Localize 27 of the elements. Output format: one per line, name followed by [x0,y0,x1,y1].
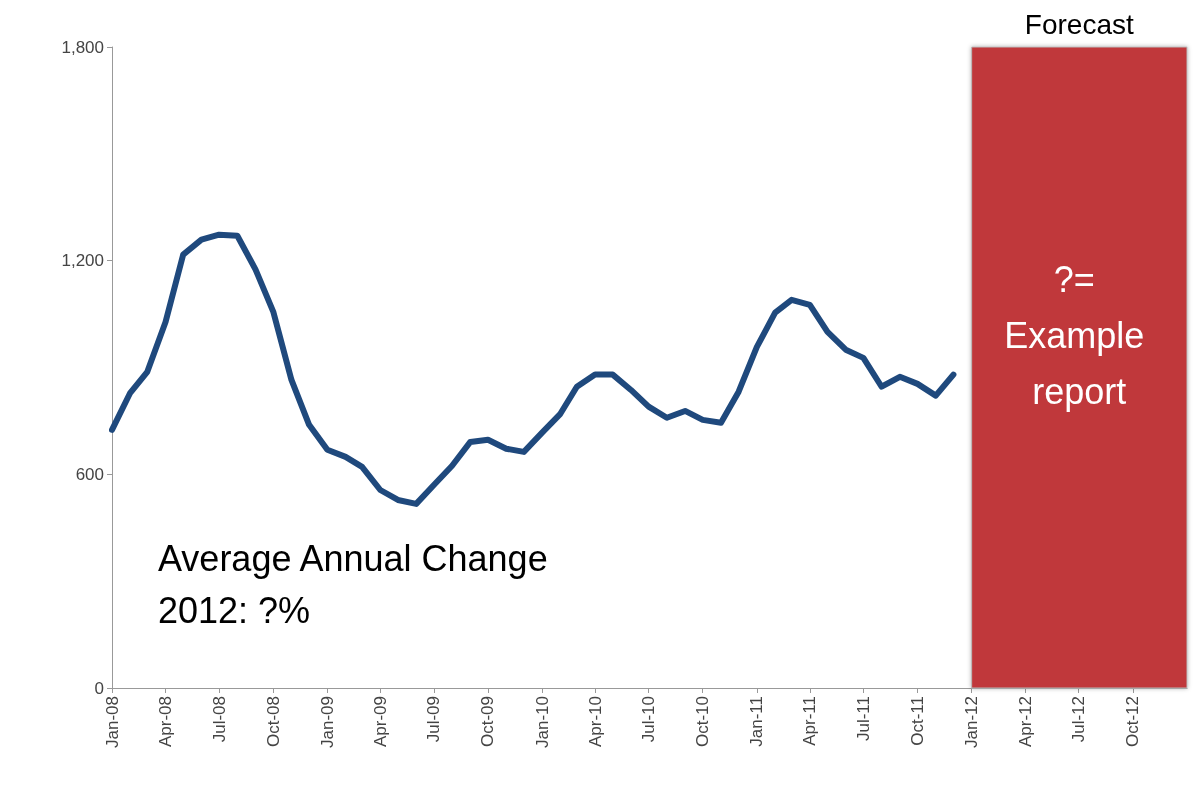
x-tick-label: Jul-11 [853,696,873,742]
y-tick-label: 0 [94,678,104,698]
x-tick-label: Oct-12 [1123,696,1143,748]
x-tick-label: Jan-11 [747,696,767,747]
x-tick-label: Apr-09 [370,696,390,748]
x-tick-label: Oct-10 [693,696,713,748]
x-tick-label: Jan-08 [102,696,122,748]
y-tick-label: 1,800 [61,37,104,57]
x-tick-label: Oct-09 [478,696,498,748]
x-tick-label: Apr-08 [156,696,176,748]
x-tick-label: Oct-11 [908,696,928,746]
x-tick-label: Jan-12 [962,696,982,748]
x-tick-label: Jul-08 [209,696,229,743]
x-tick-label: Apr-10 [585,696,605,748]
annotation: ?= Example report [1004,258,1155,412]
x-tick-label: Jan-09 [317,696,337,748]
y-tick-label: 1,200 [61,251,104,271]
x-tick-label: Jul-09 [424,696,444,743]
x-tick-label: Jan-10 [532,696,552,748]
x-tick-label: Jul-12 [1069,696,1089,743]
x-tick-label: Oct-08 [263,696,283,748]
band-label: Forecast [1024,9,1134,40]
x-tick-label: Jul-10 [639,696,659,743]
x-tick-label: Apr-11 [800,696,820,746]
annotation: Average Annual Change 2012: ?% [158,537,548,631]
y-tick-label: 600 [75,464,104,484]
x-tick-label: Apr-12 [1015,696,1035,748]
